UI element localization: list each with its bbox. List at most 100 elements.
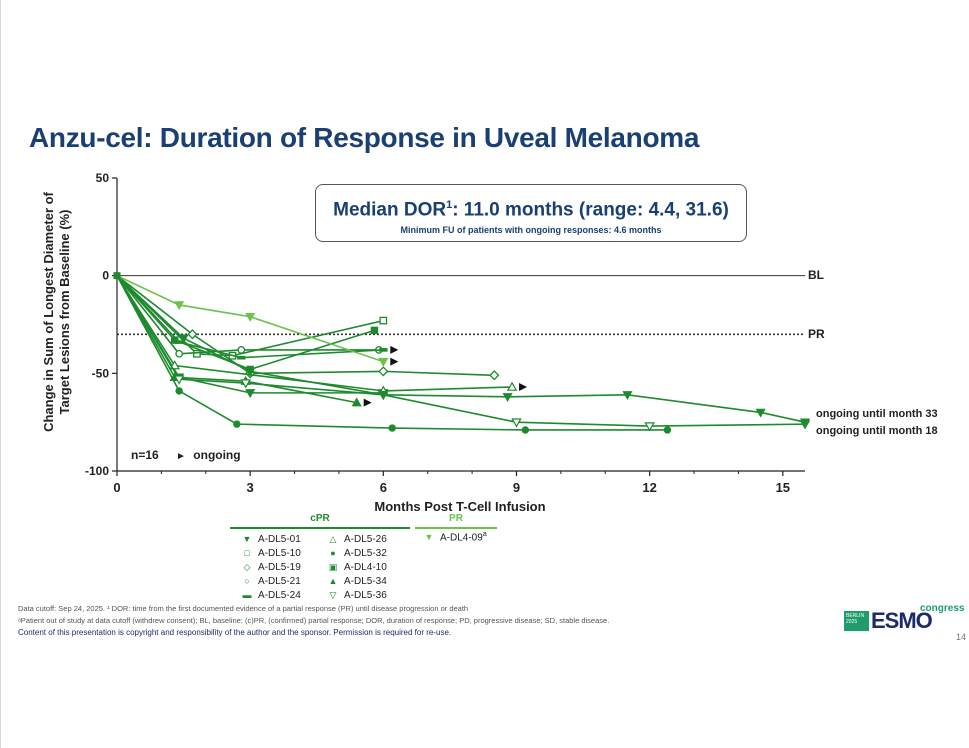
series-line — [116, 275, 384, 357]
data-point — [388, 424, 396, 432]
legend-item: ● A-DL5-32 — [322, 548, 387, 559]
legend-label: A-DL5-21 — [258, 576, 301, 587]
median-dor-box: Median DOR1: 11.0 months (range: 4.4, 31… — [315, 184, 747, 242]
data-point — [644, 422, 655, 432]
data-point — [378, 391, 389, 401]
legend-item: ▼ A-DL5-01 — [236, 534, 301, 545]
slide-edge — [0, 0, 1, 748]
data-point — [663, 426, 672, 434]
data-point — [171, 336, 179, 344]
legend-item: ▽ A-DL5-36 — [322, 590, 387, 601]
series-line — [116, 275, 668, 431]
data-point — [351, 397, 362, 407]
page-title: Anzu-cel: Duration of Response in Uveal … — [29, 122, 700, 153]
data-point — [799, 418, 811, 428]
logo-city: BERLIN — [846, 613, 865, 619]
legend-label: A-DL5-19 — [258, 562, 301, 573]
legend-pr-header: PR — [449, 513, 463, 524]
legend-item: ▬ A-DL5-24 — [236, 590, 301, 601]
series-line — [116, 275, 375, 371]
x-tick-label: 12 — [642, 480, 656, 495]
ongoing-arrow-icon — [519, 383, 528, 392]
legend-label: A-DL5-10 — [258, 548, 301, 559]
origin-point — [113, 272, 121, 280]
esmo-brand: ESMO — [871, 608, 933, 633]
data-point — [173, 375, 185, 385]
data-point — [379, 348, 388, 352]
legend-item: ▼ A-DL4-09a — [418, 531, 487, 543]
data-point — [237, 346, 246, 354]
ongoing-arrow-icon — [390, 357, 399, 366]
legend-item: ▲ A-DL5-34 — [322, 576, 387, 587]
x-tick-label: 9 — [513, 480, 520, 495]
data-point — [175, 349, 183, 358]
esmo-congress-logo: BERLIN 2025 ESMO congress — [844, 603, 964, 633]
data-point — [502, 393, 513, 402]
footnote-2: ᵃPatient out of study at data cutoff (wi… — [18, 616, 610, 625]
legend-marker-icon: ▲ — [328, 576, 338, 586]
legend-cpr-header: cPR — [310, 513, 330, 524]
median-dor-footnote-ref: 1 — [446, 199, 453, 211]
x-tick-label: 15 — [776, 480, 790, 495]
legend-marker-icon: ▼ — [424, 532, 434, 543]
data-point — [245, 389, 256, 399]
series-line — [116, 275, 806, 423]
footnote-1: Data cutoff: Sep 24, 2025. ¹ DOR: time f… — [18, 604, 469, 613]
data-point — [370, 326, 379, 335]
legend-marker-icon: □ — [244, 548, 250, 558]
ongoing-arrow-icon: ► — [176, 451, 186, 462]
congress-label: congress — [920, 603, 965, 614]
legend-footnote-ref: a — [482, 531, 487, 538]
legend-marker-icon: ● — [330, 548, 336, 558]
legend-label: A-DL5-26 — [344, 534, 387, 545]
series-line — [116, 274, 384, 363]
ongoing-label: ongoing — [193, 448, 241, 462]
legend-item: ○ A-DL5-21 — [236, 576, 301, 587]
x-tick-label: 3 — [247, 480, 254, 495]
legend-marker-icon: ▣ — [328, 562, 338, 572]
legend-marker-icon: ▼ — [242, 534, 252, 544]
data-point — [240, 379, 251, 389]
data-point — [379, 316, 388, 325]
median-dor-value: : 11.0 months (range: 4.4, 31.6) — [452, 199, 729, 221]
data-point — [187, 329, 198, 340]
legend-item: △ A-DL5-26 — [322, 534, 387, 545]
data-point — [178, 334, 189, 344]
data-point — [489, 370, 500, 381]
y-axis-label: Change in Sum of Longest Diameter of Tar… — [41, 192, 72, 432]
series-line — [116, 275, 513, 392]
series-line — [116, 275, 495, 377]
x-axis-label: Months Post T-Cell Infusion — [374, 499, 546, 514]
ongoing-arrow-icon — [390, 345, 399, 354]
data-point — [233, 420, 241, 428]
legend-marker-icon: ○ — [244, 576, 250, 586]
baseline-label: BL — [808, 268, 824, 282]
legend-marker-icon: ▬ — [242, 590, 252, 600]
data-point — [521, 426, 530, 434]
legend-marker-icon: ▽ — [329, 590, 337, 600]
median-dor-text: Median DOR1: 11.0 months (range: 4.4, 31… — [316, 199, 746, 221]
series-line — [116, 275, 384, 359]
page-number: 14 — [956, 632, 967, 642]
legend-label: A-DL5-24 — [258, 590, 301, 601]
legend-label: A-DL5-01 — [258, 534, 301, 545]
logo-year: 2025 — [846, 619, 858, 625]
data-point — [245, 312, 256, 322]
berlin-badge: BERLIN 2025 — [844, 611, 869, 631]
legend-label: A-DL4-09 — [440, 532, 483, 544]
legend-pr-rule — [415, 527, 497, 529]
legend-marker-icon: ◇ — [243, 562, 251, 572]
ongoing-33-label: ongoing until month 33 — [816, 408, 938, 420]
data-point — [245, 367, 256, 377]
sample-size-label: n=16 — [131, 448, 159, 462]
data-point — [378, 357, 389, 367]
data-point — [506, 381, 518, 391]
data-point — [622, 391, 633, 401]
ongoing-arrow-icon — [363, 398, 372, 407]
legend-cpr-rule — [230, 527, 410, 529]
x-tick-label: 0 — [113, 480, 120, 495]
copyright-notice: Content of this presentation is copyrigh… — [18, 628, 452, 637]
data-point — [174, 301, 185, 311]
data-point — [755, 408, 766, 418]
legend-marker-icon: △ — [329, 534, 337, 544]
